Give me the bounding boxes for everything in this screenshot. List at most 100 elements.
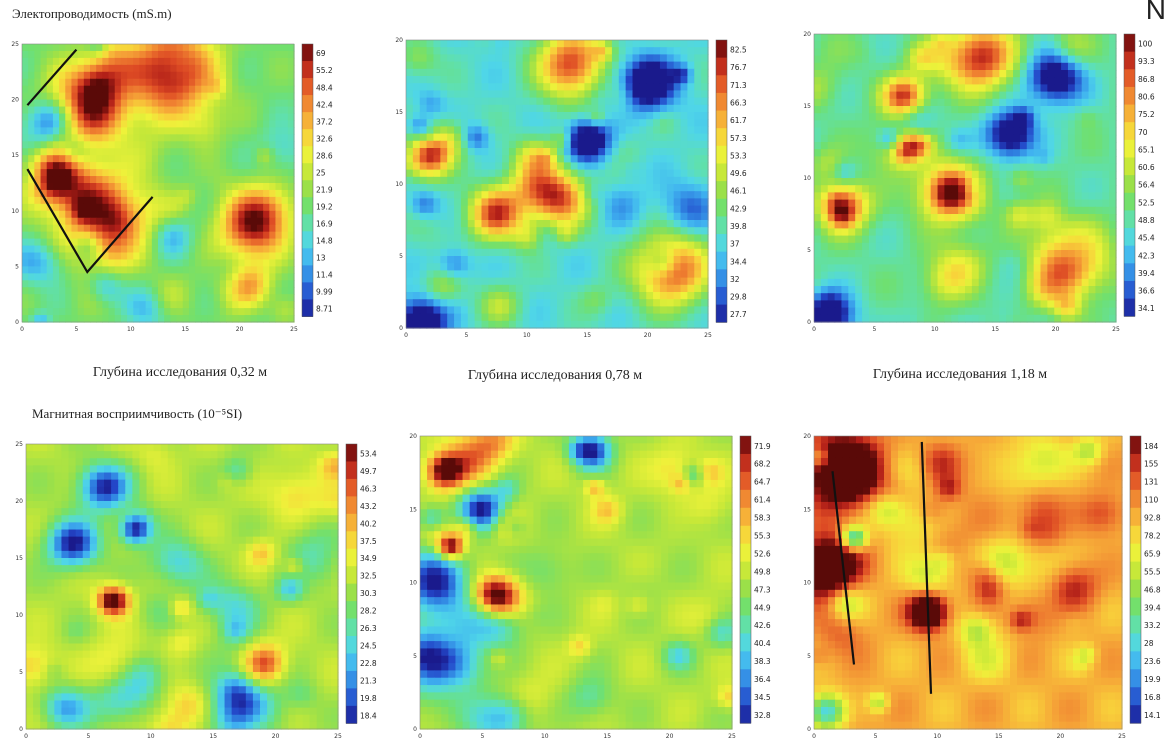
- heatmap-cell: [701, 54, 709, 63]
- heatmap-cell: [238, 57, 246, 66]
- heatmap-cell: [591, 133, 599, 142]
- heatmap-cell: [412, 220, 421, 228]
- heatmap-cell: [543, 292, 551, 300]
- heatmap-cell: [653, 169, 661, 178]
- heatmap-cell: [930, 214, 939, 222]
- heatmap-cell: [1019, 142, 1028, 150]
- heatmap-cell: [1013, 70, 1021, 78]
- heatmap-cell: [269, 252, 277, 261]
- heatmap-cell: [114, 120, 122, 128]
- heatmap-cell: [269, 294, 277, 302]
- heatmap-cell: [598, 133, 606, 142]
- heatmap-cell: [570, 126, 579, 135]
- heatmap-cell: [151, 287, 159, 295]
- heatmap-cell: [563, 320, 572, 329]
- heatmap-cell: [275, 287, 283, 295]
- heatmap-cell: [999, 178, 1007, 186]
- heatmap-cell: [958, 55, 966, 64]
- heatmap-cell: [52, 189, 60, 198]
- heatmap-cell: [543, 313, 551, 322]
- heatmap-cell: [1019, 106, 1028, 114]
- heatmap-cell: [201, 196, 209, 205]
- heatmap-cell: [195, 120, 202, 128]
- heatmap-cell: [862, 163, 870, 172]
- heatmap-cell: [666, 227, 675, 235]
- heatmap-cell: [666, 133, 675, 142]
- heatmap-cell: [182, 64, 190, 73]
- heatmap-cell: [694, 162, 702, 171]
- heatmap-cell: [992, 228, 1000, 237]
- heatmap-cell: [930, 48, 939, 57]
- heatmap-cell: [1102, 84, 1110, 93]
- heatmap-cell: [77, 71, 85, 80]
- heatmap-cell: [1102, 228, 1110, 237]
- heatmap-cell: [164, 183, 171, 191]
- heatmap-cell: [182, 85, 190, 94]
- depth-caption-2: Глубина исследования 0,78 м: [467, 368, 643, 383]
- heatmap-cell: [625, 306, 634, 315]
- heatmap-cell: [454, 112, 462, 120]
- heatmap-cell: [90, 148, 97, 156]
- heatmap-cell: [1040, 48, 1048, 57]
- heatmap-cell: [419, 126, 428, 135]
- heatmap-cell: [127, 210, 134, 219]
- heatmap-cell: [985, 127, 994, 136]
- heatmap-cell: [937, 120, 946, 129]
- heatmap-cell: [1054, 199, 1062, 208]
- heatmap-cell: [269, 203, 277, 212]
- heatmap-cell: [195, 99, 202, 108]
- heatmap-cell: [659, 227, 668, 235]
- heatmap-cell: [447, 198, 455, 207]
- heatmap-cell: [903, 206, 911, 215]
- colorbar-tick-label: 55.2: [316, 66, 333, 75]
- heatmap-cell: [550, 162, 558, 171]
- heatmap-cell: [440, 83, 448, 91]
- heatmap-cell: [406, 162, 414, 171]
- heatmap-cell: [158, 259, 165, 267]
- heatmap-cell: [550, 61, 558, 70]
- heatmap-cell: [219, 155, 227, 163]
- heatmap-cell: [598, 104, 606, 113]
- heatmap-cell: [139, 78, 147, 87]
- heatmap-cell: [543, 40, 551, 48]
- heatmap-cell: [71, 266, 79, 274]
- heatmap-cell: [605, 61, 613, 70]
- heatmap-cell: [244, 162, 252, 170]
- heatmap-cell: [127, 155, 134, 163]
- heatmap-cell: [139, 155, 147, 163]
- heatmap-cell: [83, 231, 91, 240]
- heatmap-cell: [256, 106, 264, 115]
- heatmap-cell: [158, 120, 165, 128]
- heatmap-cell: [951, 156, 959, 165]
- heatmap-cell: [965, 178, 973, 186]
- heatmap-cell: [207, 301, 215, 309]
- heatmap-cell: [1040, 170, 1048, 179]
- heatmap-cell: [454, 126, 462, 135]
- heatmap-cell: [467, 47, 476, 55]
- heatmap-cell: [158, 162, 165, 170]
- heatmap-cell: [522, 90, 531, 99]
- heatmap-cell: [965, 221, 973, 229]
- heatmap-cell: [557, 277, 565, 286]
- heatmap-cell: [577, 83, 586, 91]
- heatmap-cell: [598, 320, 606, 329]
- heatmap-cell: [618, 68, 627, 77]
- heatmap-cell: [611, 119, 620, 127]
- heatmap-cell: [219, 203, 227, 212]
- heatmap-cell: [1088, 134, 1097, 143]
- heatmap-cell: [903, 41, 911, 49]
- heatmap-cell: [244, 273, 252, 281]
- heatmap-cell: [447, 61, 455, 70]
- heatmap-cell: [1109, 134, 1117, 143]
- heatmap-cell: [611, 184, 620, 192]
- heatmap-cell: [577, 162, 586, 171]
- heatmap-cell: [834, 199, 843, 208]
- heatmap-cell: [515, 148, 524, 156]
- heatmap-cell: [834, 156, 843, 165]
- heatmap-cell: [238, 141, 246, 149]
- heatmap-cell: [275, 183, 283, 191]
- heatmap-cell: [841, 41, 849, 49]
- heatmap-cell: [232, 224, 239, 233]
- heatmap-cell: [244, 252, 252, 261]
- heatmap-cell: [1013, 48, 1021, 57]
